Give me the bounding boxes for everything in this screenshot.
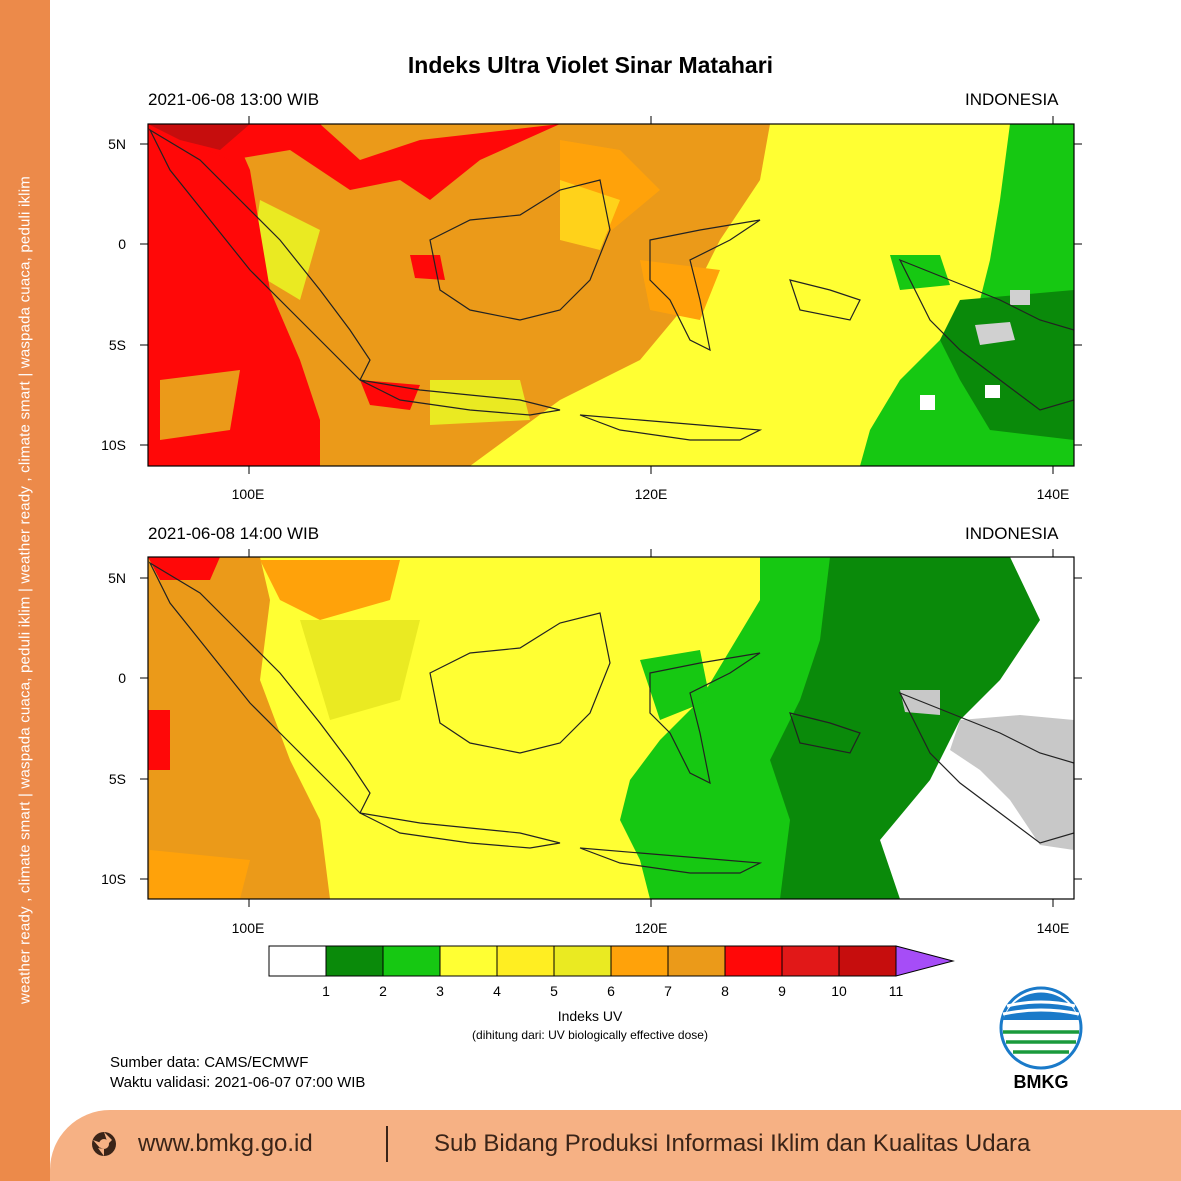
coast-borneo [429,179,611,321]
panel-1-region: INDONESIA [965,90,1059,109]
no-data [985,385,1000,398]
colorbar-tick-label: 5 [550,983,558,999]
validity-time: Waktu validasi: 2021-06-07 07:00 WIB [110,1074,366,1091]
lat-label-5n: 5N [108,570,126,586]
uv-zone-10 [148,124,560,200]
colorbar-swatch [496,945,555,977]
uv-zone-9 [160,370,240,440]
no-data [1010,290,1030,305]
uv-zone-9 [148,710,170,770]
footer-credit: Sub Bidang Produksi Informasi Iklim dan … [434,1130,1031,1157]
coast-sumatra [148,561,371,815]
uv-zone-10 [148,124,250,150]
uv-zone-7-8 [148,557,330,899]
lon-label-100e: 100E [231,486,265,502]
uv-colorbar [268,945,955,977]
lat-label-5s: 5S [108,771,126,787]
lat-label-0: 0 [118,236,126,252]
uv-zone-6 [150,850,250,899]
no-data-land [900,690,940,715]
lon-label-120e: 120E [634,486,668,502]
colorbar-tick-label: 10 [831,983,847,999]
colorbar-swatch [325,945,384,977]
coast-sulawesi [649,219,761,352]
panel-1-frame [147,123,1075,467]
colorbar-tick-label: 1 [322,983,330,999]
lat-label-10s: 10S [101,871,126,887]
colorbar-swatch [268,945,327,977]
uv-zone-7 [260,560,400,620]
globe-icon [92,1132,116,1156]
colorbar-tick-label: 3 [436,983,444,999]
colorbar-swatch [838,945,897,977]
uv-zone-6 [430,380,530,425]
lon-label-140e: 140E [1036,486,1070,502]
footer-divider [386,1126,388,1162]
bmkg-logo-icon [999,986,1083,1070]
colorbar-subtitle: (dihitung dari: UV biologically effectiv… [472,1028,708,1042]
lat-label-5n: 5N [108,136,126,152]
colorbar-tick-label: 11 [888,983,904,999]
no-data [975,322,1015,345]
colorbar-tick-label: 9 [778,983,786,999]
colorbar-tick-label: 7 [664,983,672,999]
footer-website-link[interactable]: www.bmkg.go.id [138,1130,313,1157]
coast-nusa [579,414,763,441]
panel-2-frame [147,556,1075,900]
panel-2-region: INDONESIA [965,524,1059,543]
uv-maps [140,116,1083,1070]
uv-zone-9 [148,557,220,580]
lat-label-10s: 10S [101,437,126,453]
sidebar-strip: weather ready , climate smart | waspada … [0,0,50,1181]
coast-sumatra [148,128,371,382]
coast-java [359,812,561,849]
panel-1-datetime: 2021-06-08 13:00 WIB [148,90,320,109]
coast-borneo [429,612,611,754]
lat-label-0: 0 [118,670,126,686]
colorbar-title: Indeks UV [557,1008,623,1024]
panel-2-ticks [140,549,1082,907]
uv-zone-3 [890,255,950,290]
colorbar-swatch [382,945,441,977]
colorbar-tick-label: 2 [379,983,387,999]
coast-papua [898,691,1074,844]
lat-label-5s: 5S [108,337,126,353]
uv-zone-9 [410,255,445,280]
coast-maluku [789,712,861,754]
uv-zone-7 [640,260,720,320]
colorbar-swatch [610,945,669,977]
colorbar-swatch [667,945,726,977]
colorbar-swatch [553,945,612,977]
footer-bar: www.bmkg.go.id Sub Bidang Produksi Infor… [50,1110,1181,1181]
coast-java [359,379,561,416]
colorbar-tick-label: 6 [607,983,615,999]
bmkg-logo-text: BMKG [1013,1072,1069,1092]
no-data-land [950,715,1074,850]
coast-sulawesi [649,652,761,785]
map-title: Indeks Ultra Violet Sinar Matahari [407,52,774,78]
uv-zone-2 [940,290,1074,440]
panel-1-ticks [140,116,1082,474]
lon-label-100e: 100E [231,920,265,936]
colorbar-tick-label: 8 [721,983,729,999]
data-source: Sumber data: CAMS/ECMWF [110,1054,309,1071]
colorbar-arrow [895,945,955,977]
uv-zone-6 [300,620,420,720]
no-data [920,395,935,410]
colorbar-tick-label: 4 [493,983,501,999]
coast-papua [898,258,1074,411]
colorbar-swatch [724,945,783,977]
panel-2-datetime: 2021-06-08 14:00 WIB [148,524,320,543]
uv-zone-6 [560,180,620,250]
coast-maluku [789,279,861,321]
uv-map-panel-2 [148,557,1074,899]
colorbar-swatch [781,945,840,977]
coast-nusa [579,847,763,874]
uv-map-panel-1 [148,124,1074,466]
lon-label-140e: 140E [1036,920,1070,936]
colorbar-swatch [439,945,498,977]
lon-label-120e: 120E [634,920,668,936]
